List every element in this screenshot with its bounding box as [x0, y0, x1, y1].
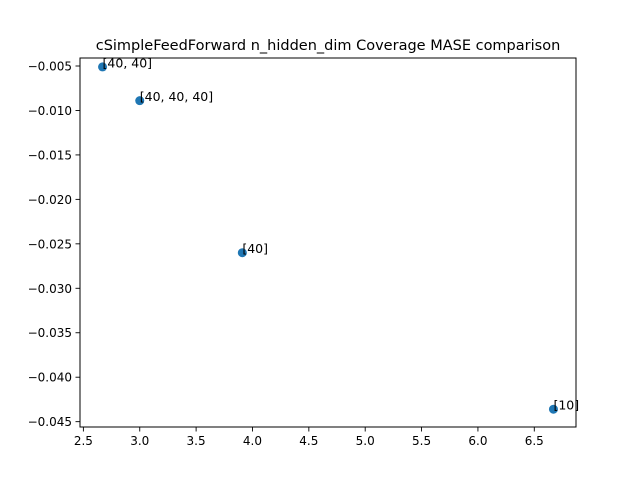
x-tick-label: 6.0: [468, 434, 487, 448]
y-tick-label: −0.035: [28, 326, 72, 340]
y-tick-label: −0.015: [28, 148, 72, 162]
x-tick-label: 3.5: [187, 434, 206, 448]
y-tick-label: −0.040: [28, 371, 72, 385]
y-tick-label: −0.020: [28, 193, 72, 207]
point-label: [10]: [553, 398, 579, 413]
x-tick-label: 3.0: [130, 434, 149, 448]
point-label: [40]: [242, 241, 268, 256]
x-axis: 2.5 3.0 3.5 4.0 4.5 5.0 5.5 6.0 6.5: [74, 427, 544, 448]
x-tick-label: 6.5: [525, 434, 544, 448]
data-point: [98, 62, 108, 72]
plot-area: [79, 57, 577, 428]
x-tick-label: 5.5: [412, 434, 431, 448]
data-point: [135, 96, 145, 106]
data-point: [548, 404, 558, 414]
chart-title: cSimpleFeedForward n_hidden_dim Coverage…: [96, 38, 561, 54]
x-tick-label: 2.5: [74, 434, 93, 448]
y-tick-label: −0.005: [28, 60, 72, 74]
data-points: [40, 40] [40, 40, 40] [40] [10]: [98, 55, 579, 414]
y-tick-label: −0.010: [28, 104, 72, 118]
y-tick-label: −0.025: [28, 237, 72, 251]
y-tick-label: −0.030: [28, 282, 72, 296]
y-axis: −0.005 −0.010 −0.015 −0.020 −0.025 −0.030 −0.0…: [28, 60, 80, 429]
x-tick-label: 4.0: [243, 434, 262, 448]
point-label: [40, 40, 40]: [140, 89, 213, 104]
y-tick-label: −0.045: [28, 415, 72, 429]
x-tick-label: 5.0: [356, 434, 375, 448]
data-point: [237, 248, 247, 258]
point-label: [40, 40]: [103, 55, 153, 70]
x-tick-label: 4.5: [299, 434, 318, 448]
